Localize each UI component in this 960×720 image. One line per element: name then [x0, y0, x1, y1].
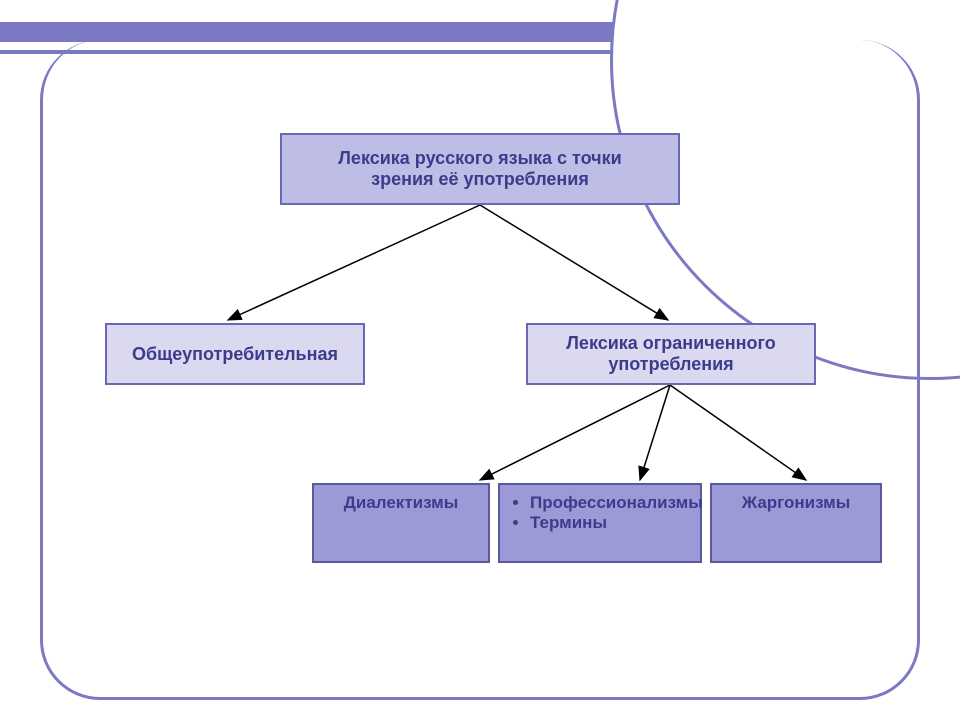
node-prof-item1: Профессионализмы	[530, 493, 703, 513]
node-prof: Профессионализмы Термины	[498, 483, 702, 563]
node-dialect: Диалектизмы	[312, 483, 490, 563]
node-root: Лексика русского языка с точки зрения её…	[280, 133, 680, 205]
node-common-label: Общеупотребительная	[132, 344, 338, 365]
node-jargon-label: Жаргонизмы	[742, 493, 851, 513]
node-root-line1: Лексика русского языка с точки	[338, 148, 621, 169]
node-limited: Лексика ограниченного употребления	[526, 323, 816, 385]
node-jargon: Жаргонизмы	[710, 483, 882, 563]
node-limited-line2: употребления	[608, 354, 733, 375]
node-common: Общеупотребительная	[105, 323, 365, 385]
node-limited-line1: Лексика ограниченного	[566, 333, 775, 354]
node-prof-item2: Термины	[530, 513, 703, 533]
node-dialect-label: Диалектизмы	[344, 493, 458, 513]
node-prof-list: Профессионализмы Термины	[508, 493, 703, 533]
node-root-line2: зрения её употребления	[371, 169, 589, 190]
